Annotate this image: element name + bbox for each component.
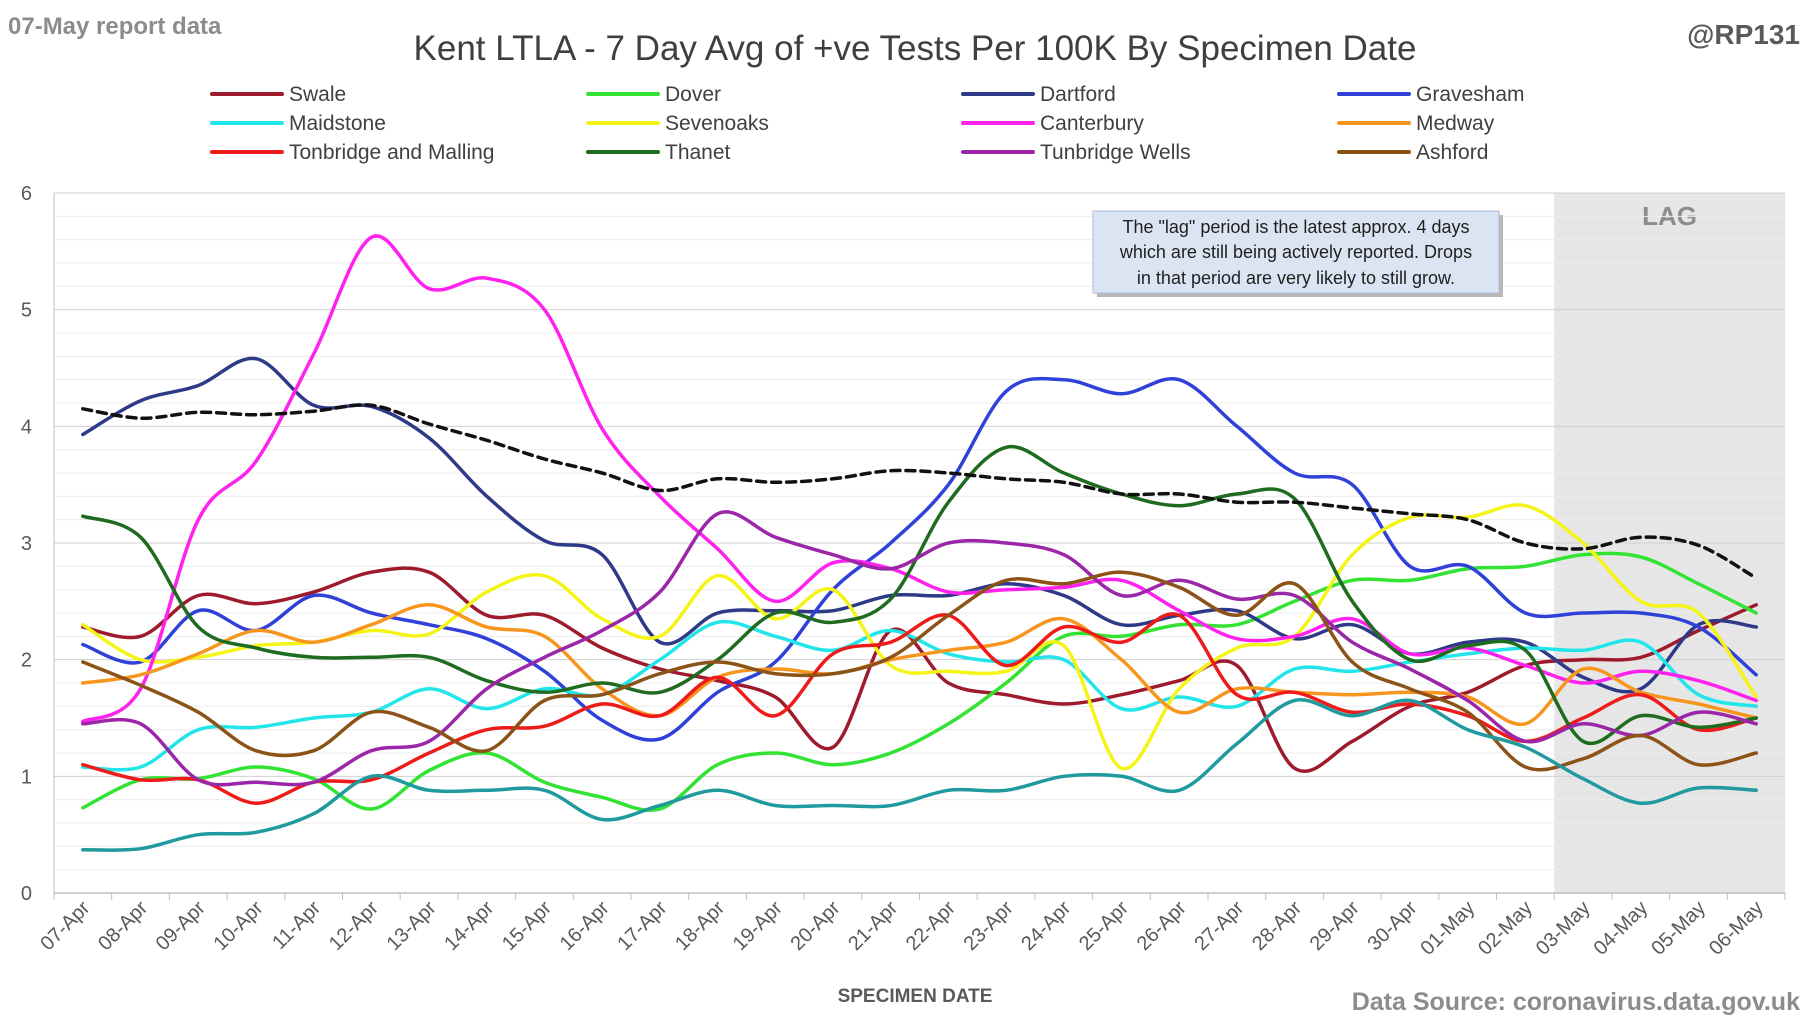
lag-note: The "lag" period is the latest approx. 4… bbox=[1092, 210, 1503, 297]
x-tick-label: 17-Apr bbox=[613, 897, 671, 955]
series-line-thanet bbox=[81, 444, 1758, 746]
series-line-ashford bbox=[81, 570, 1758, 772]
legend-item-dover: Dover bbox=[586, 83, 721, 106]
author-handle: @RP131 bbox=[1687, 19, 1800, 50]
legend-item-thanet: Thanet bbox=[586, 141, 731, 164]
legend-label: Ashford bbox=[1416, 141, 1488, 164]
series-line-dover bbox=[81, 551, 1758, 812]
x-tick-label: 24-Apr bbox=[1017, 897, 1075, 955]
y-axis: 0 1 2 3 4 5 6 bbox=[21, 183, 32, 905]
x-tick-label: 30-Apr bbox=[1363, 897, 1421, 955]
x-tick-label: 11-Apr bbox=[268, 897, 325, 954]
series-line-canterbury bbox=[81, 234, 1758, 724]
legend-label: Dover bbox=[665, 83, 721, 106]
x-tick-label: 13-Apr bbox=[383, 897, 441, 955]
y-tick-label: 3 bbox=[21, 533, 32, 555]
legend-item-tonbridge-and-malling: Tonbridge and Malling bbox=[210, 141, 494, 164]
x-tick-label: 18-Apr bbox=[671, 897, 729, 955]
lag-note-line-1: The "lag" period is the latest approx. 4… bbox=[1123, 217, 1470, 237]
legend-item-dartford: Dartford bbox=[961, 83, 1116, 106]
x-tick-label: 01-May bbox=[1416, 897, 1479, 960]
x-tick-label: 03-May bbox=[1532, 897, 1595, 960]
legend-label: Swale bbox=[289, 83, 346, 106]
x-tick-label: 14-Apr bbox=[440, 897, 498, 955]
x-axis: 07-Apr 08-Apr 09-Apr 10-Apr 11-Apr 12-Apr 13-A… bbox=[36, 893, 1786, 960]
legend-item-swale: Swale bbox=[210, 83, 346, 106]
y-tick-label: 0 bbox=[21, 883, 32, 905]
legend-label: Medway bbox=[1416, 112, 1495, 135]
legend-item-gravesham: Gravesham bbox=[1337, 83, 1525, 106]
legend-item-medway: Medway bbox=[1337, 112, 1495, 135]
x-tick-label: 12-Apr bbox=[325, 897, 383, 955]
x-tick-label: 21-Apr bbox=[844, 897, 902, 955]
x-tick-label: 25-Apr bbox=[1075, 897, 1133, 955]
legend-item-sevenoaks: Sevenoaks bbox=[586, 112, 769, 135]
legend-label: Canterbury bbox=[1040, 112, 1144, 135]
x-tick-label: 16-Apr bbox=[556, 897, 614, 955]
legend-label: Gravesham bbox=[1416, 83, 1525, 106]
series-line-unlabeled bbox=[81, 698, 1758, 852]
series-lines bbox=[81, 234, 1758, 852]
report-label: 07-May report data bbox=[8, 13, 222, 40]
series-line-maidstone bbox=[81, 619, 1758, 772]
chart-title: Kent LTLA - 7 Day Avg of +ve Tests Per 1… bbox=[414, 29, 1417, 68]
x-tick-label: 15-Apr bbox=[498, 897, 556, 955]
x-tick-label: 06-May bbox=[1705, 897, 1768, 960]
legend-label: Sevenoaks bbox=[665, 112, 769, 135]
legend-item-ashford: Ashford bbox=[1337, 141, 1488, 164]
x-axis-label: SPECIMEN DATE bbox=[838, 986, 993, 1007]
x-tick-label: 04-May bbox=[1590, 897, 1653, 960]
legend-label: Tunbridge Wells bbox=[1040, 141, 1191, 164]
x-tick-label: 07-Apr bbox=[36, 897, 94, 955]
x-tick-label: 02-May bbox=[1474, 897, 1537, 960]
lag-note-line-2: which are still being actively reported.… bbox=[1119, 242, 1472, 262]
series-line-gravesham bbox=[81, 376, 1758, 742]
data-source: Data Source: coronavirus.data.gov.uk bbox=[1352, 988, 1800, 1016]
series-line-medway bbox=[81, 603, 1758, 727]
x-tick-label: 27-Apr bbox=[1190, 897, 1248, 955]
series-line-sevenoaks bbox=[81, 503, 1758, 771]
legend-label: Thanet bbox=[665, 141, 731, 164]
legend-label: Tonbridge and Malling bbox=[289, 141, 494, 164]
y-tick-label: 4 bbox=[21, 416, 32, 438]
legend-label: Dartford bbox=[1040, 83, 1116, 106]
y-tick-label: 1 bbox=[21, 766, 32, 788]
legend-item-tunbridge-wells: Tunbridge Wells bbox=[961, 141, 1191, 164]
y-tick-label: 6 bbox=[21, 183, 32, 205]
x-tick-label: 23-Apr bbox=[960, 897, 1018, 955]
gridlines bbox=[53, 192, 1785, 894]
x-tick-label: 09-Apr bbox=[152, 897, 210, 955]
x-tick-label: 26-Apr bbox=[1133, 897, 1191, 955]
series-line-dashed bbox=[81, 403, 1758, 580]
legend-label: Maidstone bbox=[289, 112, 386, 135]
series-line-swale bbox=[81, 566, 1758, 773]
series-line-tunbridge-wells bbox=[81, 510, 1758, 787]
x-tick-label: 08-Apr bbox=[94, 897, 152, 955]
legend-item-canterbury: Canterbury bbox=[961, 112, 1144, 135]
lag-note-box bbox=[1092, 210, 1500, 294]
legend: Swale Dover Dartford Gravesham Maidstone Seve… bbox=[210, 83, 1525, 164]
x-tick-label: 05-May bbox=[1647, 897, 1710, 960]
lag-note-line-3: in that period are very likely to still … bbox=[1137, 268, 1455, 288]
x-tick-label: 28-Apr bbox=[1248, 897, 1306, 955]
x-tick-label: 20-Apr bbox=[786, 897, 844, 955]
x-tick-label: 19-Apr bbox=[729, 897, 787, 955]
legend-item-maidstone: Maidstone bbox=[210, 112, 386, 135]
x-tick-label: 22-Apr bbox=[902, 897, 960, 955]
x-tick-label: 10-Apr bbox=[209, 897, 267, 955]
y-tick-label: 2 bbox=[21, 650, 32, 672]
x-tick-label: 29-Apr bbox=[1306, 897, 1364, 955]
y-tick-label: 5 bbox=[21, 300, 32, 322]
